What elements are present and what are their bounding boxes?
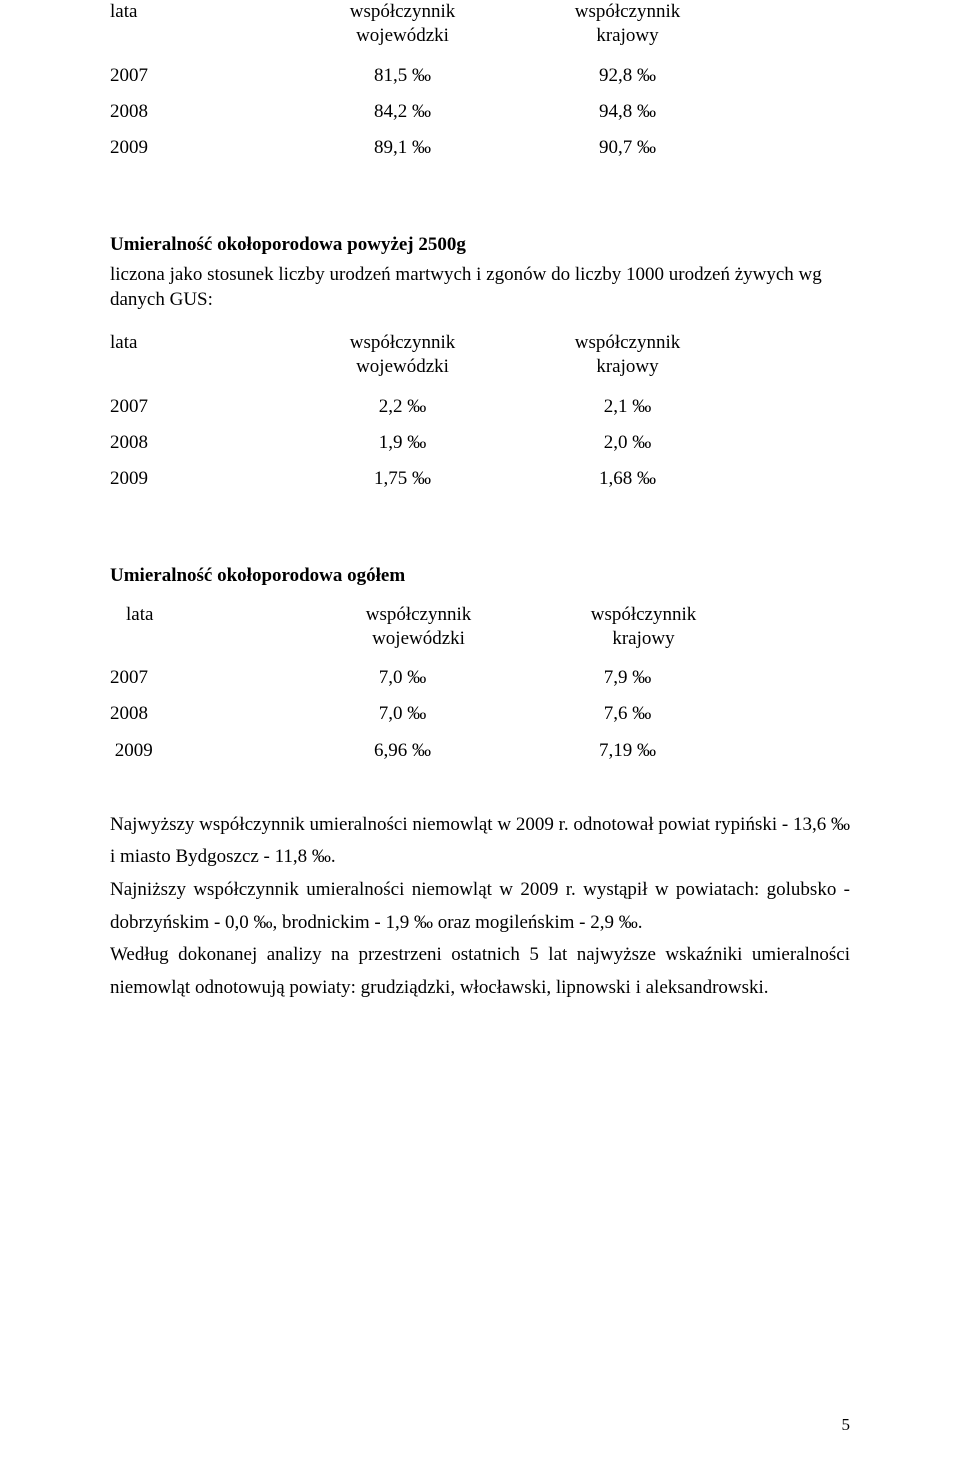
header-woj-line1: współczynnik [350, 1, 456, 22]
header-krajowy: współczynnik krajowy [515, 0, 740, 48]
header-woj-line2: wojewódzki [372, 628, 465, 649]
section-3-title: Umieralność okołoporodowa ogółem [110, 565, 850, 587]
header-woj-line2: wojewódzki [356, 25, 449, 46]
table-row: 2008 7,0 ‰ 7,6 ‰ [110, 696, 850, 732]
table-row: 2009 1,75 ‰ 1,68 ‰ [110, 461, 850, 497]
cell-year: 2009 [110, 130, 290, 166]
table-row: 2008 1,9 ‰ 2,0 ‰ [110, 425, 850, 461]
table-row: 2009 89,1 ‰ 90,7 ‰ [110, 130, 850, 166]
header-krajowy: współczynnik krajowy [515, 331, 740, 379]
cell-year: 2008 [110, 696, 290, 732]
cell-year: 2009 [110, 733, 290, 769]
cell-kraj: 7,6 ‰ [515, 696, 740, 732]
table-row: 2009 6,96 ‰ 7,19 ‰ [110, 733, 850, 769]
header-kraj-line2: krajowy [612, 628, 674, 649]
header-kraj-line1: współczynnik [575, 1, 681, 22]
cell-year: 2007 [110, 58, 290, 94]
paragraph-1: Najwyższy współczynnik umieralności niem… [110, 809, 850, 874]
cell-woj: 84,2 ‰ [290, 94, 515, 130]
cell-woj: 1,75 ‰ [290, 461, 515, 497]
header-lata: lata [110, 0, 290, 24]
section-2-title: Umieralność okołoporodowa powyżej 2500g [110, 234, 850, 256]
cell-kraj: 94,8 ‰ [515, 94, 740, 130]
cell-year: 2009 [110, 461, 290, 497]
table-header-row: lata współczynnik wojewódzki współczynni… [110, 331, 850, 379]
header-wojewodzki: współczynnik wojewódzki [306, 603, 531, 651]
header-kraj-line2: krajowy [596, 356, 658, 377]
header-krajowy: współczynnik krajowy [531, 603, 756, 651]
cell-woj: 81,5 ‰ [290, 58, 515, 94]
cell-kraj: 90,7 ‰ [515, 130, 740, 166]
header-lata: lata [110, 331, 290, 355]
header-woj-line2: wojewódzki [356, 356, 449, 377]
cell-year: 2008 [110, 94, 290, 130]
header-kraj-line2: krajowy [596, 25, 658, 46]
cell-woj: 6,96 ‰ [290, 733, 515, 769]
cell-kraj: 1,68 ‰ [515, 461, 740, 497]
header-wojewodzki: współczynnik wojewódzki [290, 331, 515, 379]
table-row: 2007 7,0 ‰ 7,9 ‰ [110, 660, 850, 696]
table-2: lata współczynnik wojewódzki współczynni… [110, 331, 850, 497]
cell-woj: 89,1 ‰ [290, 130, 515, 166]
header-woj-line1: współczynnik [366, 604, 472, 625]
paragraph-3: Według dokonanej analizy na przestrzeni … [110, 939, 850, 1004]
table-1: lata współczynnik wojewódzki współczynni… [110, 0, 850, 166]
header-lata: lata [110, 603, 306, 627]
cell-woj: 7,0 ‰ [290, 660, 515, 696]
cell-kraj: 92,8 ‰ [515, 58, 740, 94]
table-header-row: lata współczynnik wojewódzki współczynni… [110, 0, 850, 48]
cell-kraj: 2,0 ‰ [515, 425, 740, 461]
header-kraj-line1: współczynnik [575, 332, 681, 353]
paragraph-2: Najniższy współczynnik umieralności niem… [110, 874, 850, 939]
table-header-row: lata współczynnik wojewódzki współczynni… [110, 603, 850, 651]
cell-kraj: 7,19 ‰ [515, 733, 740, 769]
cell-woj: 1,9 ‰ [290, 425, 515, 461]
cell-kraj: 7,9 ‰ [515, 660, 740, 696]
cell-woj: 2,2 ‰ [290, 389, 515, 425]
cell-woj: 7,0 ‰ [290, 696, 515, 732]
cell-year: 2008 [110, 425, 290, 461]
table-row: 2007 2,2 ‰ 2,1 ‰ [110, 389, 850, 425]
cell-year: 2007 [110, 389, 290, 425]
table-row: 2008 84,2 ‰ 94,8 ‰ [110, 94, 850, 130]
header-kraj-line1: współczynnik [591, 604, 697, 625]
section-2-subtitle: liczona jako stosunek liczby urodzeń mar… [110, 262, 850, 313]
header-woj-line1: współczynnik [350, 332, 456, 353]
header-wojewodzki: współczynnik wojewódzki [290, 0, 515, 48]
page-number: 5 [842, 1415, 851, 1435]
cell-kraj: 2,1 ‰ [515, 389, 740, 425]
cell-year: 2007 [110, 660, 290, 696]
table-row: 2007 81,5 ‰ 92,8 ‰ [110, 58, 850, 94]
table-3: lata współczynnik wojewódzki współczynni… [110, 603, 850, 769]
